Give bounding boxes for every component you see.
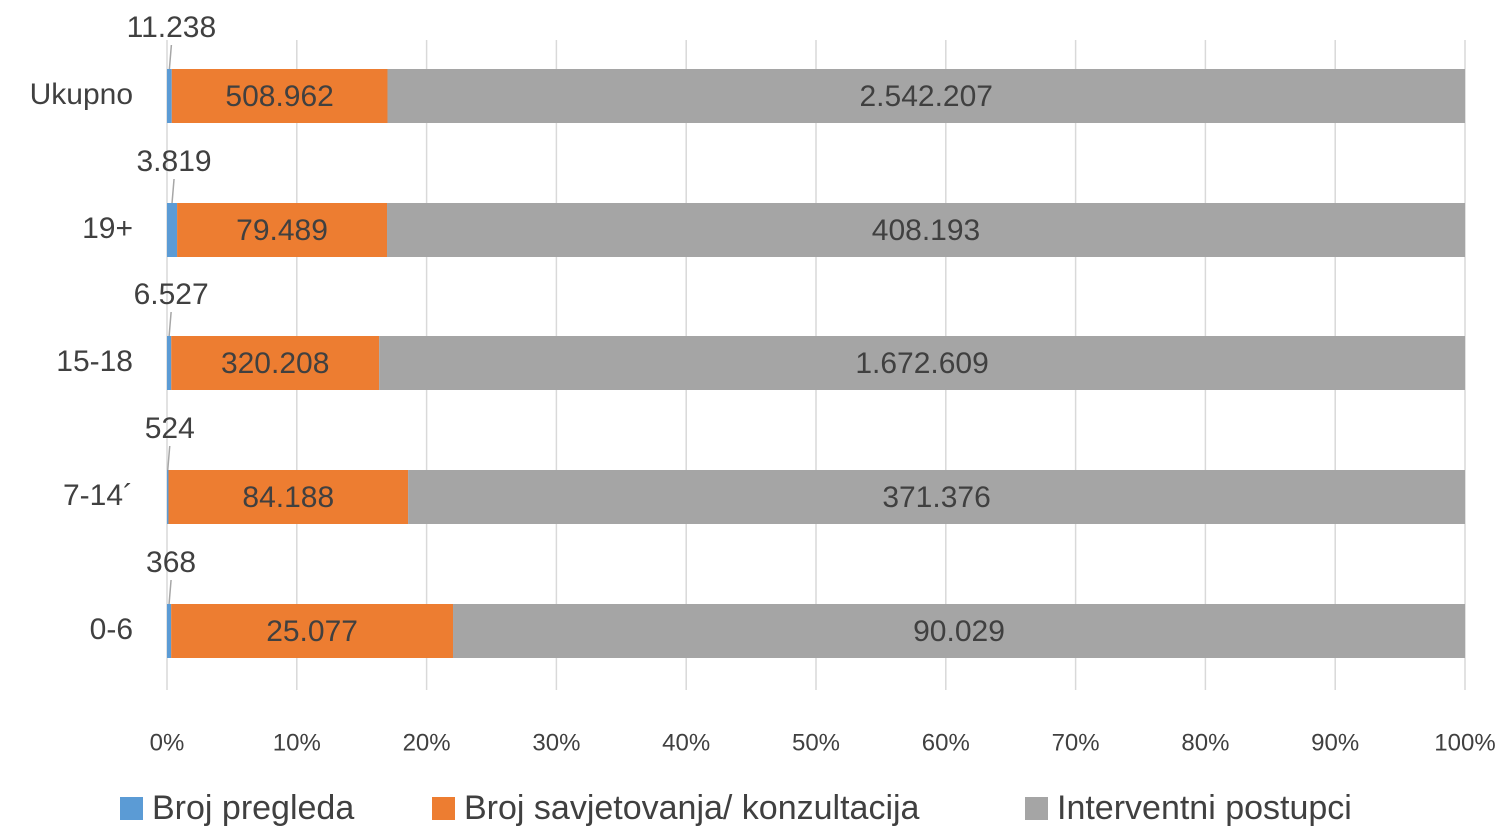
category-label: 0-6 <box>90 613 133 646</box>
data-label: 2.542.207 <box>860 80 993 113</box>
data-label: 408.193 <box>872 214 980 247</box>
bar-segment <box>171 336 380 390</box>
x-tick-label: 60% <box>922 729 970 756</box>
x-tick-label: 10% <box>273 729 321 756</box>
legend-swatch <box>1025 797 1048 820</box>
data-label: 25.077 <box>266 615 358 648</box>
leader-line <box>168 44 173 70</box>
leader-line <box>166 445 171 471</box>
bar-segment <box>167 604 172 658</box>
data-label: 11.238 <box>127 11 217 44</box>
bar-segment <box>387 203 1465 257</box>
bar-segment <box>171 69 388 123</box>
data-label: 371.376 <box>882 481 990 514</box>
x-tick-label: 50% <box>792 729 840 756</box>
leader-line <box>168 311 172 337</box>
leader-line <box>168 579 172 605</box>
x-tick-label: 30% <box>532 729 580 756</box>
bar-segment <box>168 470 409 524</box>
category-label: 15-18 <box>56 345 133 378</box>
data-label: 79.489 <box>236 214 328 247</box>
data-label: 524 <box>145 412 195 445</box>
data-label: 84.188 <box>242 481 334 514</box>
legend-label: Broj pregleda <box>152 789 354 827</box>
data-label: 508.962 <box>225 80 333 113</box>
category-label: 19+ <box>82 212 133 245</box>
x-tick-label: 70% <box>1052 729 1100 756</box>
category-label: Ukupno <box>30 78 133 111</box>
bar-segment <box>167 203 178 257</box>
bar-segment <box>171 604 454 658</box>
data-label: 3.819 <box>137 145 212 178</box>
data-label: 90.029 <box>913 615 1005 648</box>
x-tick-label: 20% <box>403 729 451 756</box>
legend-swatch <box>120 797 143 820</box>
bar-segment <box>387 69 1465 123</box>
bar-segment <box>408 470 1465 524</box>
leader-line <box>171 178 175 204</box>
x-tick-label: 0% <box>150 729 185 756</box>
data-label: 6.527 <box>134 278 209 311</box>
x-tick-label: 40% <box>662 729 710 756</box>
data-label: 320.208 <box>221 347 329 380</box>
x-tick-label: 100% <box>1434 729 1495 756</box>
bar-segment <box>453 604 1466 658</box>
bar-segment <box>379 336 1465 390</box>
data-label: 1.672.609 <box>855 347 988 380</box>
bar-segment <box>177 203 388 257</box>
legend-label: Interventni postupci <box>1057 789 1352 827</box>
category-label: 7-14´ <box>63 479 133 512</box>
legend-swatch <box>432 797 455 820</box>
bar-segment <box>167 69 172 123</box>
bar-segment <box>167 470 169 524</box>
x-tick-label: 80% <box>1181 729 1229 756</box>
bar-segment <box>167 336 172 390</box>
legend-label: Broj savjetovanja/ konzultacija <box>464 789 920 827</box>
data-label: 368 <box>146 546 196 579</box>
x-tick-label: 90% <box>1311 729 1359 756</box>
